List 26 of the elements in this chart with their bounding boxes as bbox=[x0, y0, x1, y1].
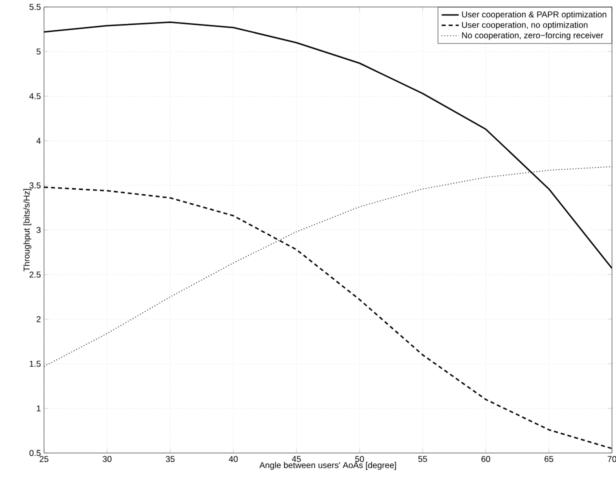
y-tick-label: 5 bbox=[36, 48, 41, 55]
x-tick-label: 70 bbox=[608, 456, 616, 462]
y-tick-label: 1 bbox=[36, 405, 41, 412]
legend-label: User cooperation, no optimization bbox=[462, 22, 588, 30]
x-tick-label: 40 bbox=[228, 456, 238, 462]
y-tick-label: 4 bbox=[36, 138, 41, 144]
y-tick-label: 2 bbox=[36, 316, 41, 322]
x-tick-label: 25 bbox=[40, 456, 48, 462]
legend-label: User cooperation & PAPR optimization bbox=[462, 11, 606, 20]
y-tick-label: 3 bbox=[36, 226, 41, 233]
y-tick-label: 4.5 bbox=[29, 93, 41, 100]
x-tick-label: 55 bbox=[418, 456, 428, 462]
y-tick-label: 1.5 bbox=[30, 360, 41, 367]
x-tick-label: 50 bbox=[355, 456, 364, 462]
x-axis-title: Angle between users' AoAs [degree] bbox=[259, 462, 396, 470]
y-tick-label: 3.5 bbox=[29, 182, 41, 188]
x-tick-label: 35 bbox=[166, 456, 175, 462]
x-tick-label: 60 bbox=[481, 456, 490, 462]
y-tick-label: 0.5 bbox=[29, 450, 41, 456]
x-tick-label: 45 bbox=[292, 456, 301, 462]
y-tick-label: 5.5 bbox=[30, 4, 41, 10]
y-tick-label: 2.5 bbox=[30, 272, 41, 278]
x-tick-label: 30 bbox=[102, 456, 112, 462]
legend-label: No cooperation, zero−forcing receiver bbox=[462, 32, 604, 40]
y-axis-title: Throughput [bits/s/Hz] bbox=[23, 189, 32, 272]
x-tick-label: 65 bbox=[544, 456, 554, 462]
